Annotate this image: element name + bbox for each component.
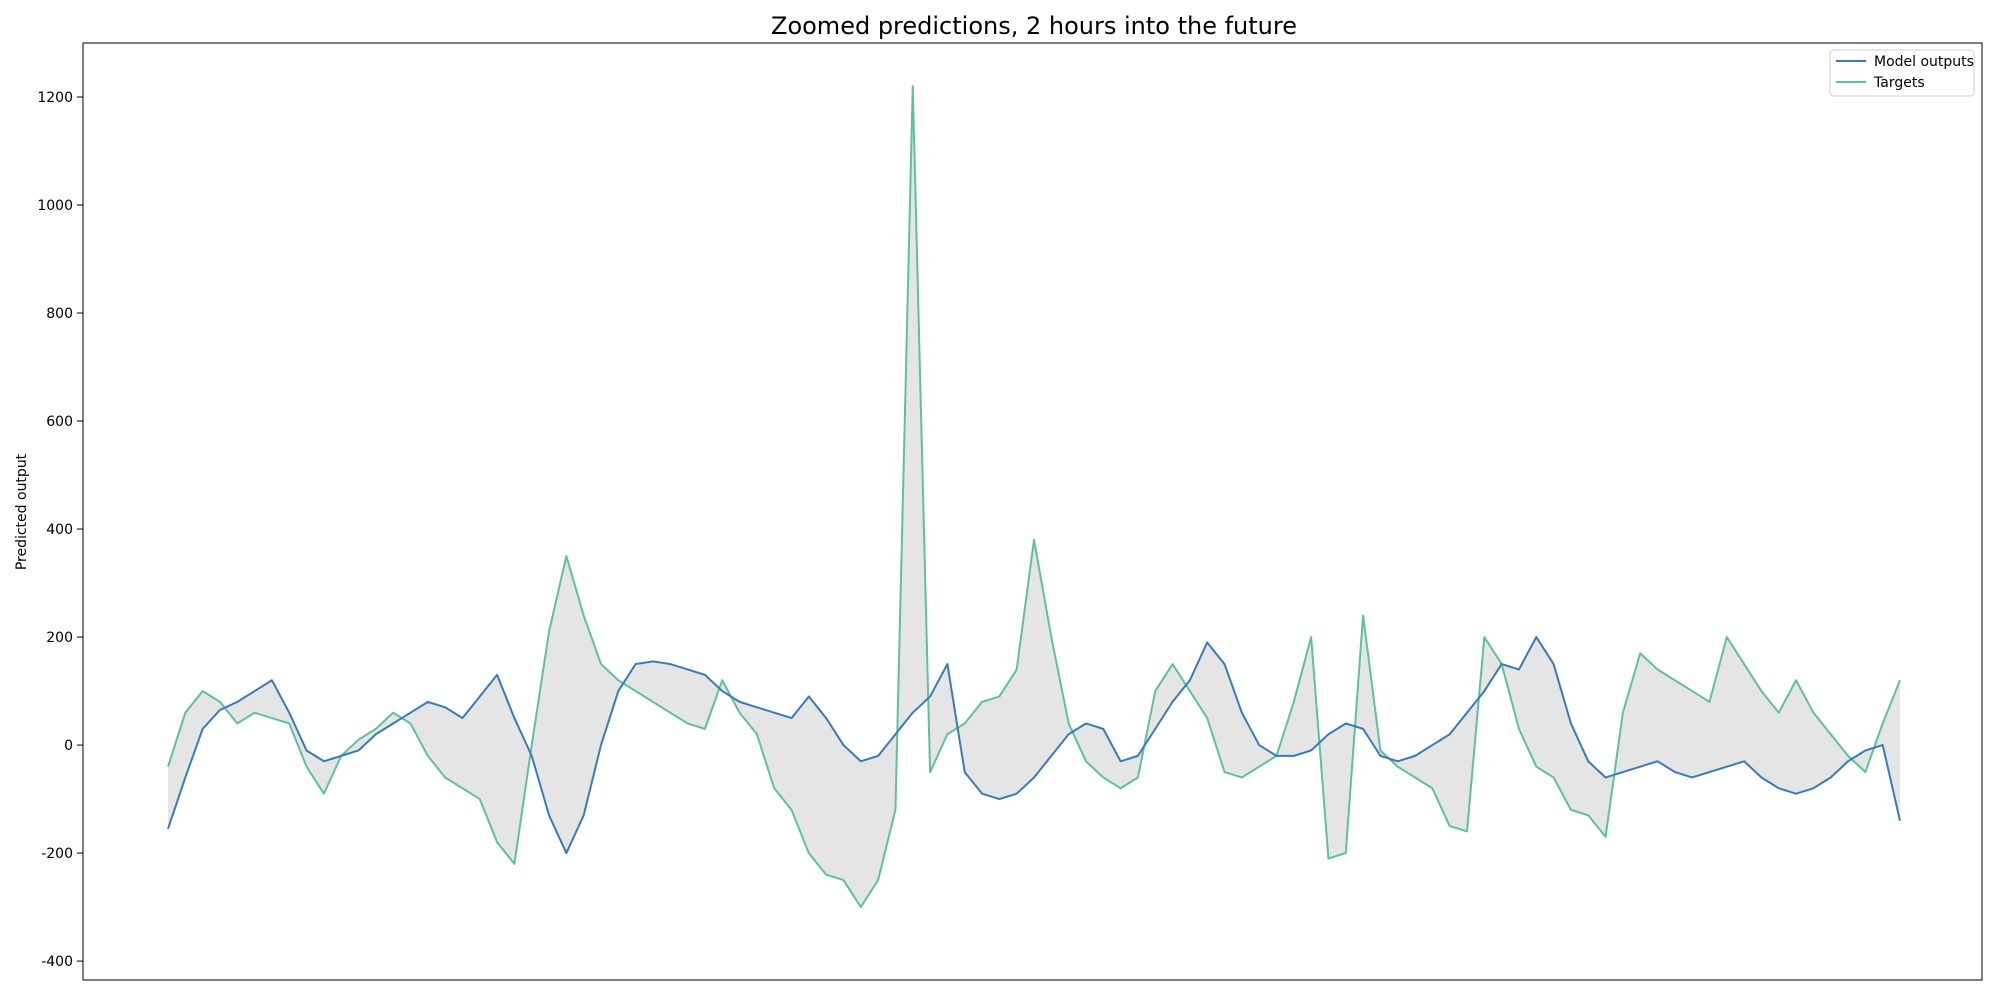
y-tick-label: -400	[41, 954, 73, 970]
y-tick-label: 1000	[37, 198, 73, 214]
plot-frame	[82, 42, 1983, 981]
legend: Model outputs Targets	[1829, 49, 1975, 97]
legend-label-model-outputs: Model outputs	[1874, 54, 1974, 70]
y-axis-label: Predicted output	[14, 453, 30, 570]
series-line-model-outputs	[167, 636, 1901, 855]
series-line-targets	[167, 85, 1901, 909]
y-tick-label: 800	[46, 306, 73, 322]
difference-band	[168, 86, 1900, 908]
legend-label-targets: Targets	[1873, 75, 1925, 91]
y-tick-label: -200	[41, 846, 73, 862]
y-tick-label: 0	[64, 738, 73, 754]
y-tick-label: 600	[46, 414, 73, 430]
y-tick-label: 1200	[37, 90, 73, 106]
difference-band-area	[168, 86, 1900, 908]
y-tick-label: 400	[46, 522, 73, 538]
series-lines	[167, 85, 1901, 909]
chart-title: Zoomed predictions, 2 hours into the fut…	[771, 12, 1297, 40]
y-tick-label: 200	[46, 630, 73, 646]
y-axis: -400 -200 0 200 400 600 800 1000 1200	[37, 90, 83, 970]
